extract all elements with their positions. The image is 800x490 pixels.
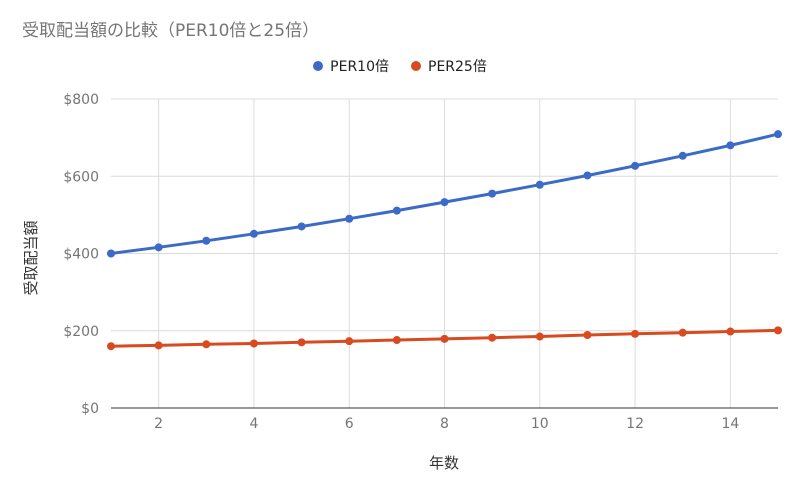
data-point-per25[interactable] [440, 334, 449, 343]
data-point-per10[interactable] [297, 222, 306, 231]
data-point-per10[interactable] [631, 161, 640, 170]
x-tick-label: 8 [440, 416, 449, 432]
data-point-per10[interactable] [392, 206, 401, 215]
legend-label-per10: PER10倍 [330, 59, 389, 75]
x-tick-label: 2 [154, 416, 163, 432]
legend-item-per10[interactable]: PER10倍 [313, 56, 389, 76]
data-point-per25[interactable] [249, 339, 258, 348]
data-point-per25[interactable] [678, 328, 687, 337]
gridlines [111, 98, 778, 409]
x-tick-label: 12 [626, 416, 644, 432]
y-tick-label: $800 [63, 92, 99, 108]
data-point-per10[interactable] [488, 189, 497, 198]
data-point-per10[interactable] [154, 243, 163, 252]
data-point-per25[interactable] [583, 330, 592, 339]
x-tick-label: 10 [531, 416, 549, 432]
y-tick-label: $0 [81, 401, 99, 417]
data-point-per10[interactable] [249, 229, 258, 238]
legend: PER10倍 PER25倍 [0, 56, 800, 76]
x-axis-ticks: 2 4 6 8 10 12 14 [154, 416, 739, 432]
y-tick-label: $600 [63, 169, 99, 185]
legend-marker-per10 [313, 61, 324, 71]
data-point-per25[interactable] [774, 326, 782, 335]
data-point-per10[interactable] [535, 180, 544, 189]
data-point-per25[interactable] [107, 342, 115, 351]
x-tick-label: 6 [345, 416, 354, 432]
data-point-per25[interactable] [631, 329, 640, 338]
data-point-per25[interactable] [535, 332, 544, 341]
data-point-per10[interactable] [440, 198, 449, 207]
data-point-per10[interactable] [345, 214, 354, 223]
data-point-per25[interactable] [488, 333, 497, 342]
chart-title: 受取配当額の比較（PER10倍と25倍） [22, 21, 320, 41]
y-axis-ticks: $0 $200 $400 $600 $800 [63, 92, 99, 417]
legend-label-per25: PER25倍 [428, 59, 487, 75]
data-point-per25[interactable] [726, 327, 735, 336]
y-axis-title: 受取配当額 [22, 220, 40, 295]
data-point-per10[interactable] [107, 249, 115, 258]
series-group [107, 130, 782, 351]
data-point-per25[interactable] [297, 338, 306, 347]
legend-item-per25[interactable]: PER25倍 [411, 56, 487, 76]
x-tick-label: 4 [249, 416, 258, 432]
data-point-per10[interactable] [774, 130, 782, 139]
y-tick-label: $400 [63, 247, 99, 263]
legend-marker-per25 [411, 61, 421, 71]
data-point-per10[interactable] [583, 171, 592, 180]
x-axis-title: 年数 [429, 454, 459, 472]
data-point-per25[interactable] [345, 337, 354, 346]
data-point-per25[interactable] [202, 340, 211, 349]
data-point-per25[interactable] [154, 341, 163, 350]
data-point-per10[interactable] [678, 151, 687, 160]
x-tick-label: 14 [721, 416, 739, 432]
y-tick-label: $200 [63, 324, 99, 340]
data-point-per10[interactable] [202, 236, 211, 245]
data-point-per10[interactable] [726, 141, 735, 150]
data-point-per25[interactable] [392, 336, 401, 345]
